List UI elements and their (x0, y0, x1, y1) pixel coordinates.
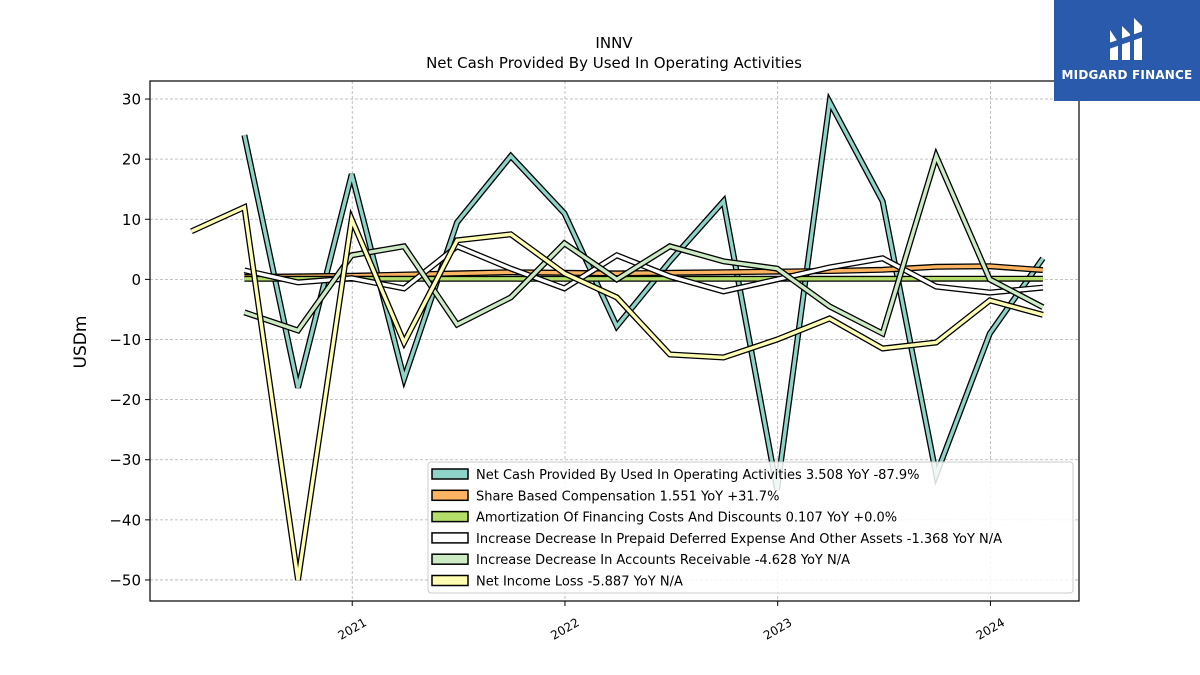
y-tick-label: 10 (122, 211, 141, 229)
brand-logo: MIDGARD FINANCE (1054, 0, 1200, 101)
chart-subtitle: Net Cash Provided By Used In Operating A… (426, 54, 802, 72)
legend-swatch-4 (431, 553, 469, 565)
y-tick-label: 20 (122, 151, 141, 169)
y-tick-label: −20 (109, 391, 141, 409)
legend-swatch-2 (431, 510, 469, 523)
series-line-5 (190, 204, 1044, 581)
legend-label-3: Increase Decrease In Prepaid Deferred Ex… (476, 532, 1002, 547)
y-axis-label: USDm (71, 316, 91, 369)
y-tick-label: −40 (109, 511, 141, 529)
series-line-4 (243, 151, 1044, 336)
y-tick-label: −30 (109, 451, 141, 469)
legend-swatch-3 (431, 532, 469, 544)
legend-label-5: Net Income Loss -5.887 YoY N/A (476, 575, 683, 590)
y-tick-label: 30 (122, 91, 141, 109)
x-tick-label: 2023 (761, 615, 794, 642)
y-tick-label: −50 (109, 571, 141, 589)
brand-mark-icon (1106, 18, 1146, 60)
brand-name: MIDGARD FINANCE (1061, 68, 1193, 82)
chart-title: INNV (595, 34, 633, 52)
legend-label-4: Increase Decrease In Accounts Receivable… (476, 553, 850, 568)
legend-label-2: Amortization Of Financing Costs And Disc… (476, 511, 897, 526)
plot-frame (149, 80, 1080, 602)
x-tick-label: 2024 (974, 615, 1007, 642)
series-layer (190, 92, 1046, 581)
legend-label-0: Net Cash Provided By Used In Operating A… (476, 468, 919, 483)
legend-box (427, 461, 1074, 594)
legend-swatch-1 (431, 489, 469, 502)
y-tick-label: 0 (131, 271, 141, 289)
legend-swatch-5 (431, 574, 469, 587)
y-tick-label: −10 (109, 331, 141, 349)
series-line-0 (242, 96, 1045, 491)
legend: Net Cash Provided By Used In Operating A… (427, 461, 1074, 594)
legend-swatch-0 (431, 468, 469, 480)
x-tick-label: 2022 (548, 615, 581, 642)
x-tick-label: 2021 (336, 615, 369, 642)
legend-label-1: Share Based Compensation 1.551 YoY +31.7… (476, 489, 779, 504)
